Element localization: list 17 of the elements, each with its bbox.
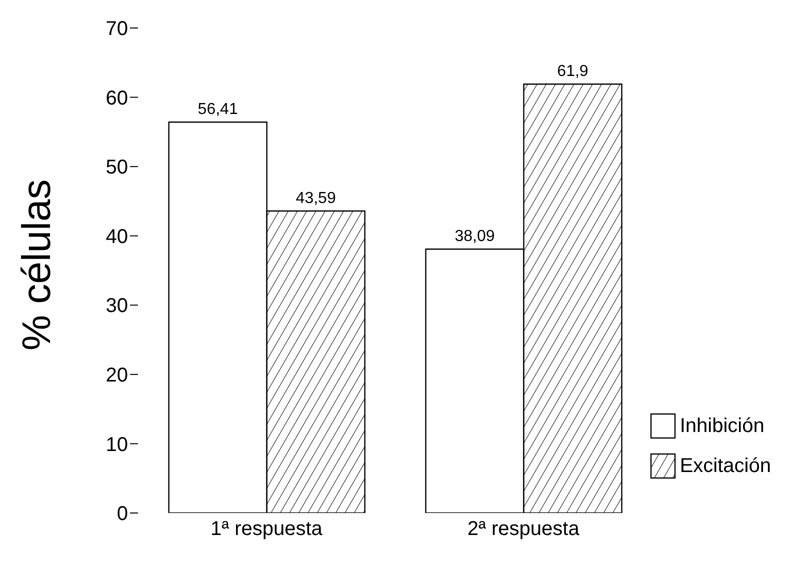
x-tick-label: 1ª respuesta <box>210 518 324 540</box>
data-label: 61,9 <box>557 63 588 80</box>
legend-label: Inhibición <box>680 414 764 438</box>
y-tick-label: 10 <box>106 434 128 456</box>
y-tick-label: 0 <box>116 503 128 526</box>
data-label: 43,59 <box>296 190 336 207</box>
data-label: 56,41 <box>198 101 238 118</box>
y-tick-label: 20 <box>106 364 128 387</box>
y-tick-label: 50 <box>106 156 128 179</box>
data-label: 38,09 <box>454 228 495 246</box>
y-axis-title: % células <box>15 179 60 350</box>
legend-label: Excitación <box>680 454 771 478</box>
y-tick-label: 30 <box>106 295 128 318</box>
y-tick-label: 60 <box>106 87 128 110</box>
y-tick-label: 70 <box>106 18 128 40</box>
x-tick-label: 2ª respuesta <box>467 518 580 540</box>
y-tick-label: 40 <box>106 226 128 248</box>
